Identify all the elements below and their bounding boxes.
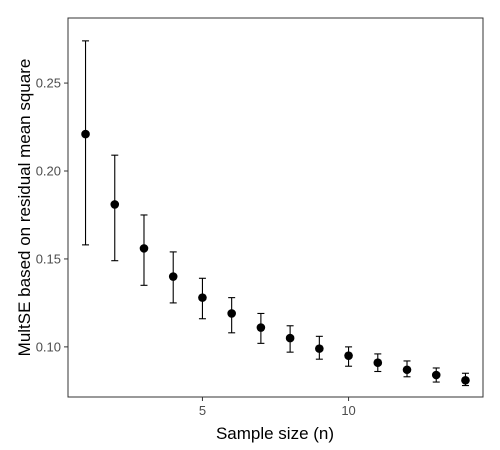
data-point [227,309,236,318]
plot-panel [67,17,484,398]
data-point [315,344,324,353]
data-point [402,365,412,375]
data-points [81,129,470,385]
data-point [373,358,383,368]
data-point [110,200,120,209]
x-axis: 5 10 [199,397,356,418]
y-axis: 0.10 0.15 0.20 0.25 [36,76,68,354]
data-point [198,293,207,302]
data-point [168,272,178,281]
x-axis-title: Sample size (n) [216,424,334,443]
data-point [285,333,295,343]
data-point [461,375,470,385]
data-point [81,129,90,139]
data-point [139,244,149,253]
y-axis-title: MultSE based on residual mean square [15,59,34,357]
x-tick-label: 5 [199,403,206,418]
x-tick-label: 10 [341,403,355,418]
error-bar [82,40,90,246]
y-tick-label: 0.15 [36,251,61,266]
data-point [344,351,353,360]
y-tick-label: 0.20 [36,164,61,179]
data-point [431,370,441,380]
y-tick-label: 0.10 [36,339,61,354]
y-tick-label: 0.25 [36,76,61,91]
data-point [256,323,266,332]
